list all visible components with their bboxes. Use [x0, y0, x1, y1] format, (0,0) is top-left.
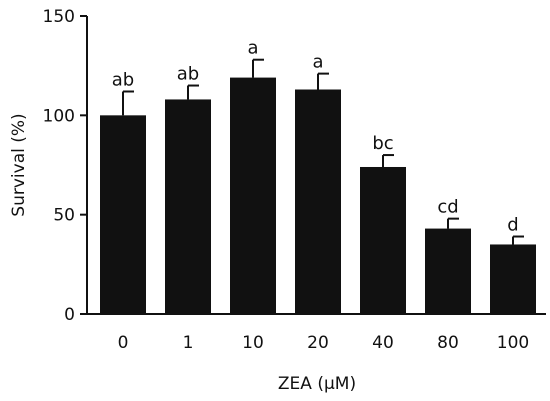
x-tick-label: 40	[372, 333, 394, 353]
error-bars	[122, 58, 524, 245]
bar	[165, 99, 211, 314]
significance-label: cd	[437, 197, 458, 218]
bar	[230, 77, 276, 314]
x-ticks: 0 1 10 20 40 80 100	[118, 333, 530, 353]
y-tick-label: 150	[43, 7, 75, 27]
y-axis-title: Survival (%)	[9, 113, 29, 216]
bars	[100, 77, 536, 314]
y-tick-label: 100	[43, 106, 75, 126]
x-tick-label: 100	[497, 333, 529, 353]
bar	[490, 244, 536, 314]
y-tick-label: 0	[64, 305, 75, 325]
significance-label: a	[247, 38, 258, 59]
significance-label: a	[312, 52, 323, 73]
bar	[295, 89, 341, 314]
significance-label: d	[507, 215, 518, 236]
x-axis-title: ZEA (μM)	[278, 374, 356, 394]
bar	[360, 166, 406, 314]
y-ticks: 0 50 100 150	[43, 7, 87, 325]
x-tick-label: 20	[307, 333, 329, 353]
significance-letters: ab ab a a bc cd d	[112, 38, 519, 236]
significance-label: ab	[177, 64, 199, 85]
bar	[100, 115, 146, 314]
x-tick-label: 1	[183, 333, 194, 353]
x-tick-label: 0	[118, 333, 129, 353]
bar	[425, 228, 471, 314]
x-tick-label: 10	[242, 333, 264, 353]
significance-label: ab	[112, 69, 134, 90]
x-tick-label: 80	[437, 333, 459, 353]
significance-label: bc	[372, 133, 393, 154]
y-tick-label: 50	[53, 206, 75, 226]
